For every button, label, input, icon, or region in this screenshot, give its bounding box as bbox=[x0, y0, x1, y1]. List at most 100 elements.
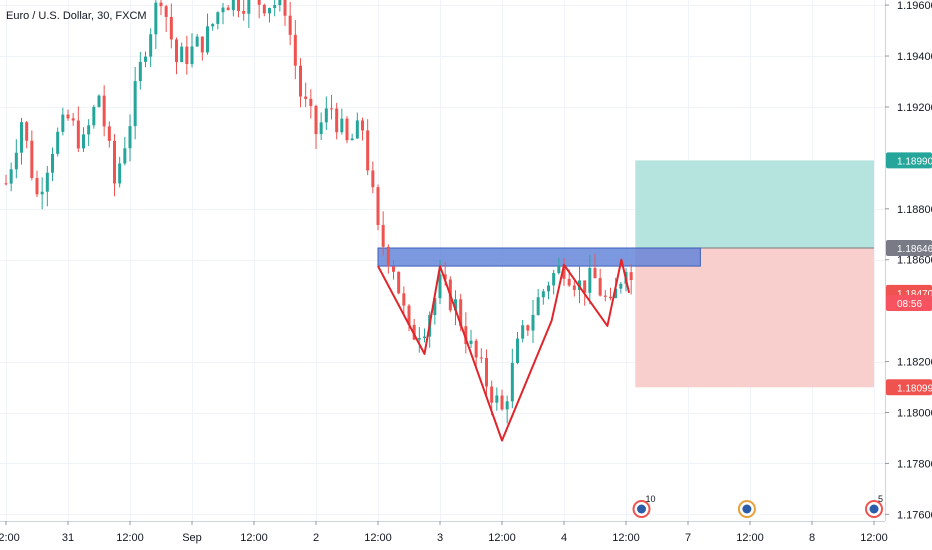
candle-body bbox=[164, 6, 168, 17]
candle-body bbox=[30, 140, 34, 179]
target-zone bbox=[635, 160, 874, 249]
candle-body bbox=[479, 357, 483, 359]
candle-body bbox=[242, 10, 246, 14]
candle-body bbox=[531, 314, 535, 331]
candle-body bbox=[4, 183, 8, 185]
candle-body bbox=[200, 36, 204, 53]
candle-body bbox=[397, 271, 401, 294]
candle-body bbox=[516, 338, 519, 363]
candle-body bbox=[407, 305, 411, 325]
candle-body bbox=[273, 5, 277, 9]
symbol-title: Euro / U.S. Dollar, 30, FXCM bbox=[6, 10, 147, 22]
candle-body bbox=[40, 191, 44, 195]
candle-body bbox=[226, 7, 230, 11]
event-marker-count: 5 bbox=[878, 494, 883, 504]
candle-body bbox=[154, 2, 158, 35]
price-tick-label: 1.19600 bbox=[897, 0, 932, 12]
price-tag-label: 08:56 bbox=[897, 299, 922, 310]
stop-zone bbox=[635, 248, 874, 388]
price-tick-label: 1.18000 bbox=[897, 408, 932, 420]
candle-body bbox=[278, 0, 282, 6]
candle-body bbox=[433, 298, 437, 315]
candle-body bbox=[211, 23, 215, 27]
candle-body bbox=[231, 0, 235, 11]
candle-body bbox=[557, 265, 561, 274]
candle-body bbox=[144, 56, 147, 62]
time-tick-label: 12:00 bbox=[612, 532, 640, 544]
event-flag-icon bbox=[742, 504, 752, 514]
price-tick-label: 1.17600 bbox=[897, 509, 932, 521]
candle-body bbox=[614, 288, 618, 299]
trade-zones bbox=[377, 160, 874, 388]
time-tick-label: 4 bbox=[561, 532, 567, 544]
price-tag bbox=[886, 379, 932, 396]
price-axis[interactable]: 1.19600 1.19400 1.19200 1.18800 1.18600 1.182… bbox=[885, 0, 932, 521]
price-tag-label: 1.18099 bbox=[897, 383, 932, 394]
candle-body bbox=[92, 106, 96, 126]
candle-body bbox=[345, 118, 349, 141]
candle-body bbox=[113, 140, 116, 184]
candle-body bbox=[190, 46, 194, 64]
price-tag-label: 1.18990 bbox=[897, 156, 932, 167]
candle-body bbox=[361, 120, 364, 131]
candle-body bbox=[283, 0, 287, 16]
candle-body bbox=[221, 7, 225, 13]
candle-body bbox=[216, 12, 220, 24]
candle-body bbox=[61, 114, 65, 132]
candle-body bbox=[603, 295, 607, 297]
price-tick-label: 1.17800 bbox=[897, 458, 932, 470]
candle-body bbox=[619, 283, 623, 289]
time-tick-label: 31 bbox=[62, 532, 74, 544]
candle-body bbox=[51, 153, 54, 173]
candle-body bbox=[454, 299, 457, 311]
candle-body bbox=[180, 46, 184, 62]
candle-body bbox=[268, 8, 271, 14]
candle-body bbox=[45, 172, 49, 192]
candle-body bbox=[35, 178, 39, 195]
time-axis[interactable]: 12:00 31 12:00 Sep 12:00 2 12:00 3 12:00 4 12:00 7 1… bbox=[0, 521, 888, 544]
event-flag-icon bbox=[869, 504, 879, 514]
time-tick-label: 12:00 bbox=[0, 532, 20, 544]
candle-body bbox=[138, 61, 142, 82]
time-tick-label: 7 bbox=[685, 532, 691, 544]
candle-body bbox=[14, 152, 18, 170]
price-tick-label: 1.18200 bbox=[897, 357, 932, 369]
candle-body bbox=[206, 26, 209, 53]
candle-body bbox=[552, 273, 556, 286]
time-tick-label: Sep bbox=[182, 532, 202, 544]
candle-body bbox=[510, 362, 514, 402]
time-tick-label: 12:00 bbox=[488, 532, 516, 544]
candle-body bbox=[464, 326, 468, 344]
candle-body bbox=[304, 96, 308, 99]
time-tick-label: 12:00 bbox=[116, 532, 144, 544]
candle-body bbox=[237, 0, 240, 11]
event-marker-count: 10 bbox=[646, 494, 656, 504]
candle-body bbox=[262, 4, 266, 14]
candle-body bbox=[123, 148, 127, 164]
price-tick-label: 1.18600 bbox=[897, 255, 932, 267]
candle-body bbox=[423, 336, 426, 339]
candle-body bbox=[629, 272, 633, 281]
event-markers[interactable]: 10 5 bbox=[632, 494, 884, 518]
price-tag-label: 1.18470 bbox=[897, 289, 932, 300]
candle-body bbox=[159, 2, 163, 7]
candle-body bbox=[443, 274, 447, 280]
candle-body bbox=[324, 108, 328, 123]
time-tick-label: 3 bbox=[437, 532, 443, 544]
price-tick-label: 1.19400 bbox=[897, 51, 932, 63]
candle-body bbox=[340, 118, 344, 133]
candle-body bbox=[355, 120, 359, 139]
event-flag-icon bbox=[637, 504, 646, 514]
time-tick-label: 12:00 bbox=[736, 532, 764, 544]
candle-body bbox=[149, 34, 153, 57]
time-tick-label: 12:00 bbox=[240, 532, 268, 544]
candle-body bbox=[567, 278, 571, 286]
candle-body bbox=[82, 134, 85, 149]
price-tag bbox=[886, 295, 932, 312]
candle-body bbox=[474, 340, 478, 358]
candle-body bbox=[247, 0, 251, 14]
candle-body bbox=[366, 130, 370, 171]
candle-body bbox=[25, 122, 29, 141]
candle-body bbox=[335, 108, 339, 133]
